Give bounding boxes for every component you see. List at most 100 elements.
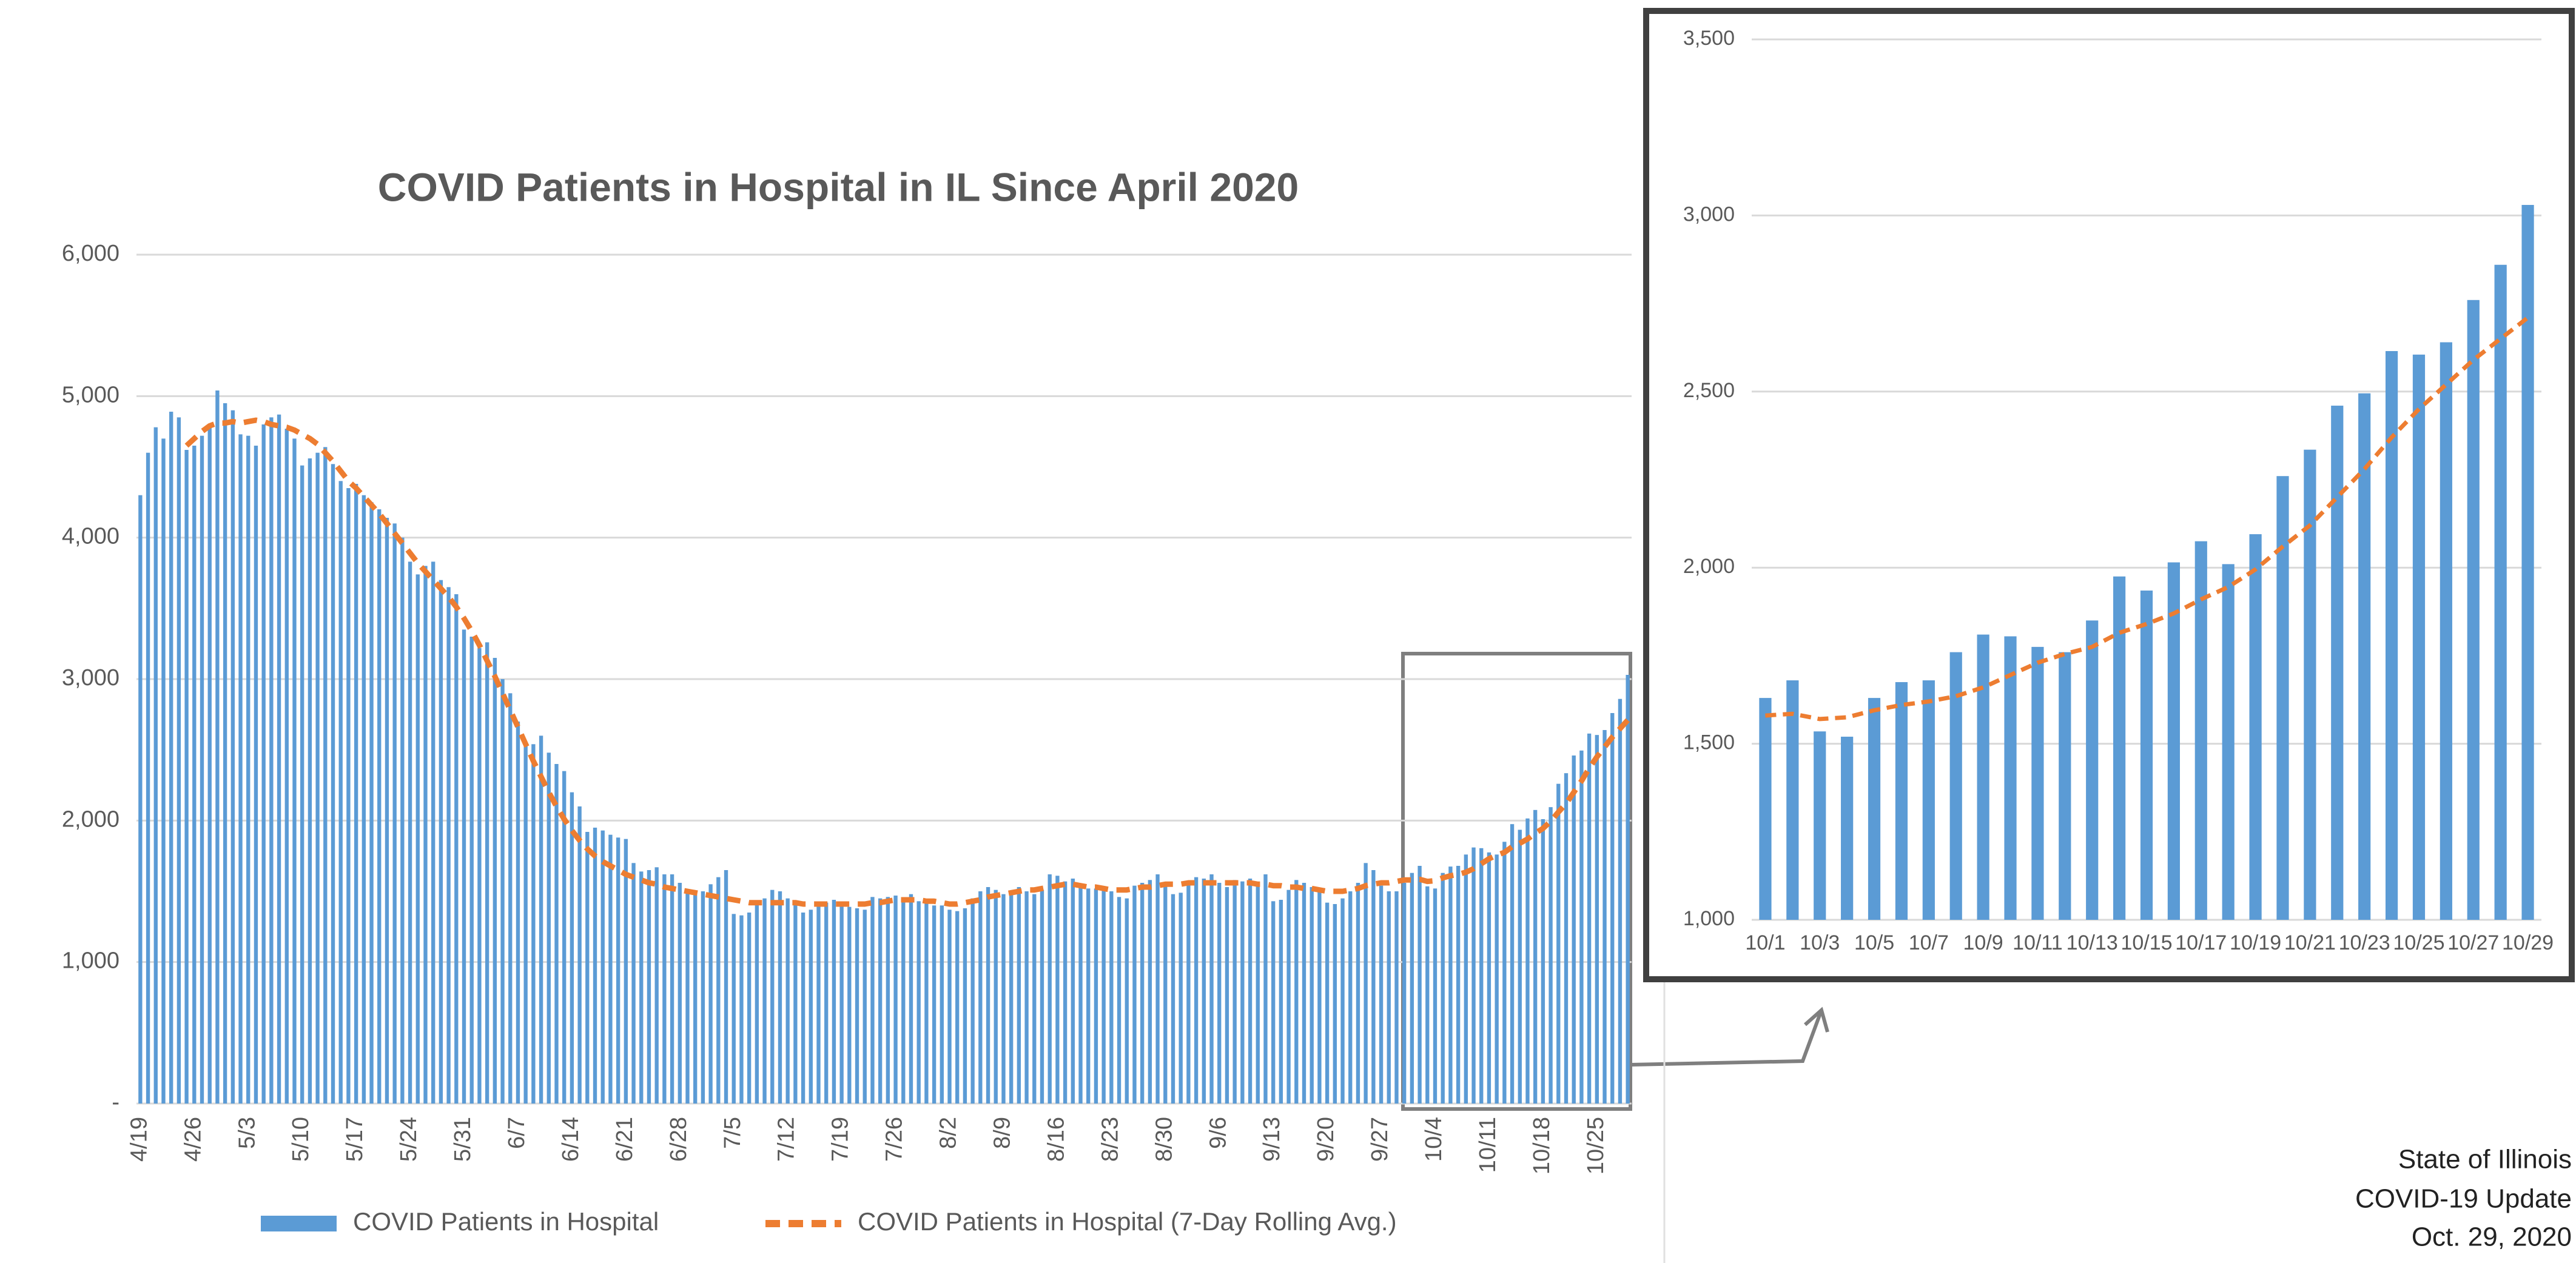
bar [1048, 874, 1052, 1104]
y-tick-label: 2,000 [1683, 555, 1735, 578]
bar [785, 898, 790, 1104]
bar [1579, 750, 1584, 1104]
bar [369, 502, 374, 1104]
bar [1294, 880, 1299, 1104]
arrow-head [1804, 1007, 1829, 1033]
bar [161, 438, 166, 1104]
bar [1248, 879, 1253, 1104]
x-tick-label: 10/1 [1745, 931, 1785, 954]
x-tick-label: 10/4 [1421, 1117, 1447, 1162]
bar [1379, 885, 1384, 1104]
bar [2086, 620, 2099, 920]
bar [1525, 818, 1530, 1104]
x-tick-label: 8/30 [1151, 1117, 1177, 1162]
bar [2059, 652, 2071, 920]
bar [1109, 891, 1114, 1104]
x-tick-label: 10/11 [2013, 931, 2063, 954]
bar [608, 834, 613, 1104]
bar [955, 911, 960, 1104]
bar [331, 464, 335, 1104]
bar [1464, 854, 1468, 1104]
footer-line: Oct. 29, 2020 [2412, 1222, 2572, 1252]
bar [431, 561, 435, 1104]
bar [863, 910, 867, 1104]
bar [631, 863, 636, 1104]
bar [978, 891, 983, 1104]
bar [469, 637, 474, 1104]
bar [207, 424, 212, 1104]
bar [238, 434, 243, 1104]
bar [261, 424, 266, 1104]
bar [824, 902, 829, 1104]
bar [1132, 885, 1137, 1104]
bar [994, 889, 998, 1104]
rolling-avg-line [1765, 316, 2529, 722]
bar [878, 898, 883, 1104]
footer-line: State of Illinois [2398, 1145, 2572, 1174]
bar [1240, 881, 1245, 1104]
bar [1587, 733, 1592, 1104]
x-tick-label: 8/9 [989, 1117, 1015, 1149]
bar [2222, 564, 2235, 920]
bar [724, 870, 728, 1104]
bar [1286, 889, 1291, 1104]
bar [546, 752, 551, 1104]
bar [654, 867, 659, 1104]
x-tick-label: 10/18 [1529, 1117, 1555, 1174]
bar [1394, 891, 1399, 1104]
bar [177, 417, 181, 1104]
x-tick-label: 5/10 [288, 1117, 314, 1162]
x-tick-label: 10/25 [1583, 1117, 1609, 1174]
x-tick-label: 4/19 [126, 1117, 152, 1162]
x-tick-label: 8/2 [936, 1117, 961, 1149]
bar [916, 901, 921, 1104]
bar [1895, 682, 1908, 920]
x-tick-label: 10/19 [2230, 931, 2281, 954]
bar [600, 830, 605, 1104]
bar [1171, 894, 1175, 1104]
bar [385, 518, 389, 1104]
bar [747, 913, 752, 1104]
y-tick-label: 1,000 [62, 948, 119, 974]
bar [1117, 897, 1122, 1104]
y-tick-label: 3,000 [62, 665, 119, 691]
bar [2385, 351, 2398, 920]
bar [701, 891, 705, 1104]
bar [570, 792, 574, 1104]
bar [970, 898, 975, 1104]
bar [839, 905, 844, 1104]
x-tick-label: 6/14 [558, 1117, 583, 1162]
bar [1217, 883, 1222, 1104]
bar [1209, 874, 1214, 1104]
bar [1610, 713, 1615, 1104]
bar [300, 465, 304, 1104]
bar [223, 403, 227, 1104]
bar [354, 484, 358, 1104]
bar [2140, 590, 2153, 920]
bar [1233, 880, 1237, 1104]
bar [1471, 847, 1476, 1104]
bar [1502, 842, 1507, 1104]
x-tick-label: 9/13 [1259, 1117, 1285, 1162]
bar [816, 905, 821, 1104]
bar [739, 915, 744, 1104]
bar [940, 905, 944, 1104]
bar [1495, 854, 1499, 1104]
bar [1279, 900, 1283, 1104]
bar [1410, 873, 1414, 1104]
x-tick-label: 9/20 [1313, 1117, 1339, 1162]
x-tick-label: 10/27 [2447, 931, 2499, 954]
bar [1310, 887, 1314, 1104]
bar [870, 897, 875, 1104]
x-tick-label: 7/12 [774, 1117, 799, 1162]
x-tick-label: 10/23 [2339, 931, 2390, 954]
bar [1433, 888, 1438, 1104]
bar [716, 877, 721, 1104]
footer-line: COVID-19 Update [2355, 1184, 2572, 1214]
bar [1040, 889, 1044, 1104]
bar [2276, 476, 2289, 920]
bar [1949, 652, 1962, 920]
bar [662, 874, 667, 1104]
bar [1202, 879, 1206, 1104]
